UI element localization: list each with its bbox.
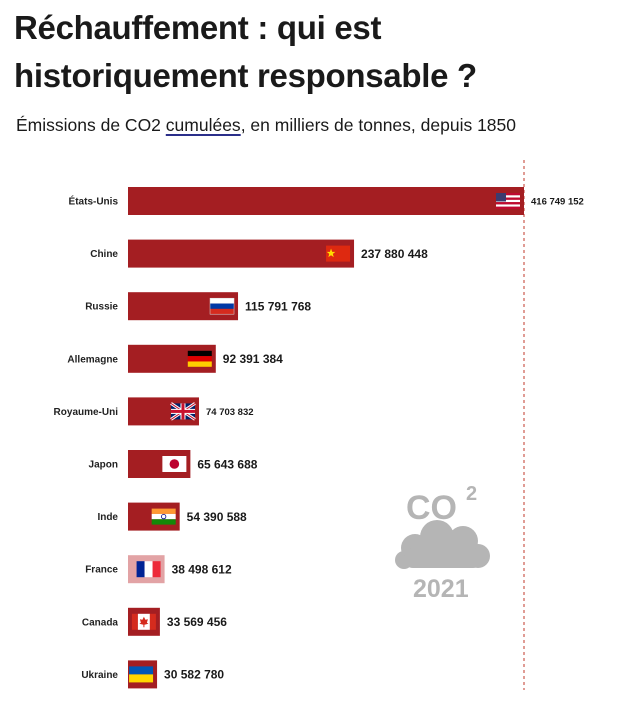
japan-flag-icon <box>162 456 187 472</box>
bar <box>128 187 524 215</box>
value-label: 33 569 456 <box>167 615 227 629</box>
ukraine-flag-icon <box>129 666 154 683</box>
category-label: Royaume-Uni <box>54 407 119 418</box>
france-flag-icon <box>136 561 161 578</box>
subtitle-post: , en milliers de tonnes, depuis 1850 <box>240 115 516 135</box>
value-label: 38 498 612 <box>172 563 232 577</box>
russia-flag-icon <box>209 297 235 315</box>
value-label: 92 391 384 <box>223 352 283 366</box>
category-label: Canada <box>82 617 119 628</box>
bar <box>128 239 355 268</box>
category-label: Russie <box>85 302 118 313</box>
bar-row: Inde 54 390 588 <box>97 502 247 531</box>
value-label: 30 582 780 <box>164 668 224 682</box>
co2-2021-logo: CO 2 2021 <box>395 483 490 603</box>
value-label: 54 390 588 <box>187 510 247 524</box>
logo-sup-text: 2 <box>466 483 477 505</box>
us-flag-icon <box>496 193 520 209</box>
bar-row: Allemagne 92 391 384 <box>67 344 283 373</box>
china-flag-icon <box>326 245 351 262</box>
title-line-2: historiquement responsable ? <box>14 57 477 94</box>
category-label: Japon <box>89 460 118 471</box>
category-label: Inde <box>97 512 118 523</box>
logo-year-text: 2021 <box>413 575 469 603</box>
bar-row: Royaume-Uni 74 703 832 <box>54 397 254 426</box>
value-label: 65 643 688 <box>197 457 257 471</box>
chart-subtitle: Émissions de CO2 cumulées, en milliers d… <box>16 113 626 137</box>
category-label: Allemagne <box>67 354 118 365</box>
subtitle-underlined: cumulées <box>165 115 241 135</box>
value-label: 416 749 152 <box>531 196 584 207</box>
bar-row: France 38 498 612 <box>85 555 232 584</box>
uk-flag-icon <box>170 402 196 421</box>
category-label: France <box>85 565 118 576</box>
germany-flag-icon <box>187 350 212 367</box>
subtitle-pre: Émissions de CO2 <box>16 115 166 135</box>
logo-co2-text: CO <box>406 489 457 527</box>
category-label: Chine <box>90 249 118 260</box>
bar-row: Ukraine 30 582 780 <box>81 660 224 689</box>
bar-row: Japon 65 643 688 <box>89 450 258 478</box>
value-label: 74 703 832 <box>206 407 254 418</box>
page-title: Réchauffement : qui est historiquement r… <box>14 4 624 100</box>
india-flag-icon <box>151 508 176 525</box>
category-label: Ukraine <box>81 670 118 681</box>
canada-flag-icon <box>131 613 156 630</box>
bar-row: Russie 115 791 768 <box>85 292 311 321</box>
title-line-1: Réchauffement : qui est <box>14 9 382 46</box>
category-label: États-Unis <box>69 195 119 208</box>
bar-row: Canada 33 569 456 <box>82 607 227 636</box>
bar-row: Chine 237 880 448 <box>90 239 428 268</box>
cloud-icon <box>395 520 490 569</box>
value-label: 237 880 448 <box>361 247 428 261</box>
bar-row: États-Unis 416 749 152 <box>69 187 584 215</box>
value-label: 115 791 768 <box>245 300 311 314</box>
